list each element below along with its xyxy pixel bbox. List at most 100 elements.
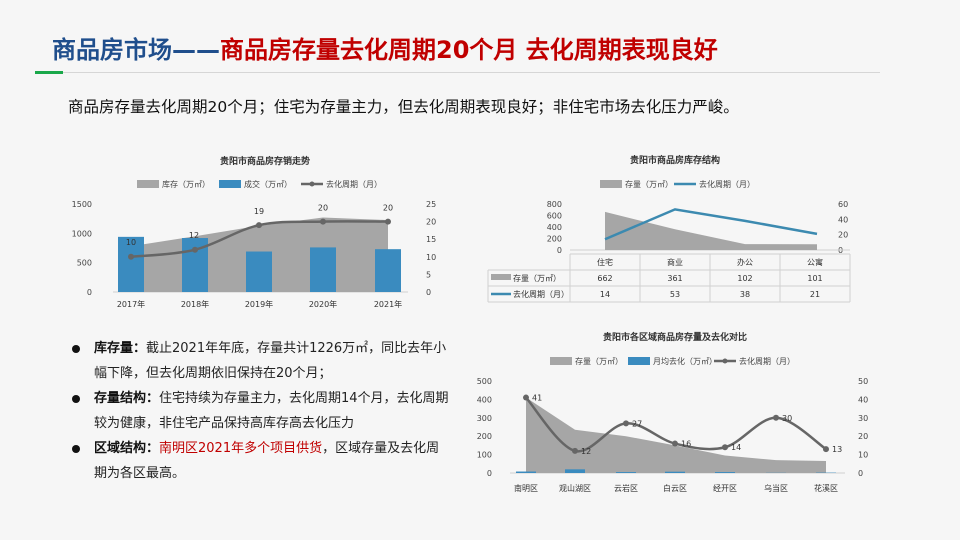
inventory-area (526, 397, 826, 473)
y-right-tick-label: 0 (858, 469, 863, 478)
cycle-marker (773, 414, 779, 421)
x-tick-label: 2021年 (374, 299, 402, 309)
x-tick-label: 白云区 (663, 483, 687, 493)
x-tick-label: 2019年 (245, 299, 273, 309)
table-cell: 38 (740, 290, 750, 299)
y-left-tick-label: 200 (547, 235, 562, 244)
bullet-label: 存量结构： (94, 391, 160, 406)
y-left-tick-label: 400 (477, 395, 492, 404)
y-right-tick-label: 25 (426, 200, 436, 209)
cycle-line (604, 208, 818, 241)
legend-swatch-bar (219, 180, 241, 188)
cycle-marker (320, 218, 326, 225)
y-left-tick-label: 500 (77, 259, 92, 268)
deal-bar (118, 236, 144, 292)
y-left-tick-label: 800 (547, 200, 562, 209)
y-right-tick-label: 10 (426, 253, 436, 262)
y-left-tick-label: 100 (477, 451, 492, 460)
table-header-cell: 公寓 (807, 257, 823, 267)
table-header-cell: 住宅 (597, 257, 613, 267)
deal-bar (375, 249, 401, 292)
legend-label: 存量（万㎡） (625, 179, 673, 189)
deal-bar (310, 247, 336, 292)
bullet-text: 住宅持续为存量主力，去化周期14个月，去化周期较为健康，非住宅产品保持高库存高去… (94, 391, 449, 431)
chart-title: 贵阳市商品房存销走势 (220, 155, 310, 167)
cycle-data-label: 27 (632, 419, 642, 428)
y-left-tick-label: 0 (87, 288, 92, 297)
cycle-marker (722, 444, 728, 451)
y-right-tick-label: 30 (858, 414, 868, 423)
table-cell: 14 (600, 290, 610, 299)
title-main: 商品房存量去化周期20个月 去化周期表现良好 (220, 36, 718, 64)
legend-label: 库存（万㎡） (162, 179, 210, 189)
y-right-tick-label: 60 (838, 200, 848, 209)
cycle-marker (572, 447, 578, 454)
cycle-data-label: 10 (126, 238, 136, 247)
cycle-data-label: 16 (681, 440, 691, 449)
bullet-inventory: 库存量：截止2021年年底，存量共计1226万㎡，同比去年小幅下降，但去化周期依… (70, 336, 450, 386)
table-cell: 662 (597, 274, 612, 283)
cycle-data-label: 20 (383, 204, 393, 213)
legend-label: 去化周期（月） (326, 179, 382, 189)
table-legend-area (491, 274, 511, 280)
y-left-tick-label: 600 (547, 212, 562, 221)
x-tick-label: 花溪区 (814, 483, 838, 493)
table-cell: 101 (807, 274, 822, 283)
title-accent-bar (35, 71, 63, 74)
table-row-label: 存量（万㎡） (513, 273, 561, 283)
legend-label: 存量（万㎡） (575, 356, 623, 366)
cycle-data-label: 14 (731, 443, 741, 452)
legend-swatch-area (550, 357, 572, 365)
summary-text: 商品房存量去化周期20个月；住宅为存量主力，但去化周期表现良好；非住宅市场去化压… (68, 98, 739, 116)
bullet-list: 库存量：截止2021年年底，存量共计1226万㎡，同比去年小幅下降，但去化周期依… (70, 336, 450, 486)
bullet-region: 区域结构：南明区2021年多个项目供货，区域存量及去化周期为各区最高。 (70, 436, 450, 486)
deal-bar (665, 471, 685, 473)
cycle-data-label: 20 (318, 204, 328, 213)
cycle-data-label: 30 (782, 414, 792, 423)
y-right-tick-label: 20 (838, 231, 848, 240)
y-left-tick-label: 0 (557, 246, 562, 255)
legend-swatch-marker (309, 181, 315, 187)
y-right-tick-label: 20 (858, 432, 868, 441)
table-cell: 21 (810, 290, 820, 299)
legend-swatch-area (137, 180, 159, 188)
bullet-label: 区域结构： (94, 441, 160, 456)
x-tick-label: 观山湖区 (559, 483, 591, 493)
title-divider (35, 72, 880, 73)
y-left-tick-label: 500 (477, 377, 492, 386)
y-right-tick-label: 0 (426, 288, 431, 297)
table-header-cell: 办公 (737, 257, 753, 267)
x-tick-label: 乌当区 (764, 483, 788, 493)
legend-swatch-bar (628, 357, 650, 365)
y-left-tick-label: 300 (477, 414, 492, 423)
cycle-marker (823, 446, 829, 453)
cycle-data-label: 12 (581, 447, 591, 456)
cycle-marker (523, 394, 529, 401)
cycle-data-label: 41 (532, 394, 542, 403)
bullet-structure: 存量结构：住宅持续为存量主力，去化周期14个月，去化周期较为健康，非住宅产品保持… (70, 386, 450, 436)
cycle-data-label: 19 (254, 207, 264, 216)
cycle-marker (672, 440, 678, 447)
y-right-tick-label: 20 (426, 218, 436, 227)
bullet-text: ，区域存量及去化周期为各区最高。 (94, 441, 440, 481)
y-right-tick-label: 50 (858, 377, 868, 386)
deal-bar (616, 472, 636, 473)
x-tick-label: 2020年 (309, 299, 337, 309)
bullet-text: 截止2021年年底，存量共计1226万㎡，同比去年小幅下降，但去化周期依旧保持在… (94, 341, 447, 381)
legend-label: 去化周期（月） (699, 179, 755, 189)
deal-bar (246, 251, 272, 292)
cycle-data-label: 13 (832, 445, 842, 454)
table-cell: 102 (737, 274, 752, 283)
legend-swatch-area (600, 180, 622, 188)
bullet-highlight: 南明区2021年多个项目供货 (159, 441, 323, 456)
chart-title: 贵阳市各区域商品房存量及去化对比 (603, 331, 747, 343)
table-header-cell: 商业 (667, 257, 683, 267)
x-tick-label: 云岩区 (614, 483, 638, 493)
table-row-label: 去化周期（月） (513, 289, 569, 299)
cycle-marker (256, 222, 262, 229)
deal-bar (565, 469, 585, 473)
x-tick-label: 2017年 (117, 299, 145, 309)
